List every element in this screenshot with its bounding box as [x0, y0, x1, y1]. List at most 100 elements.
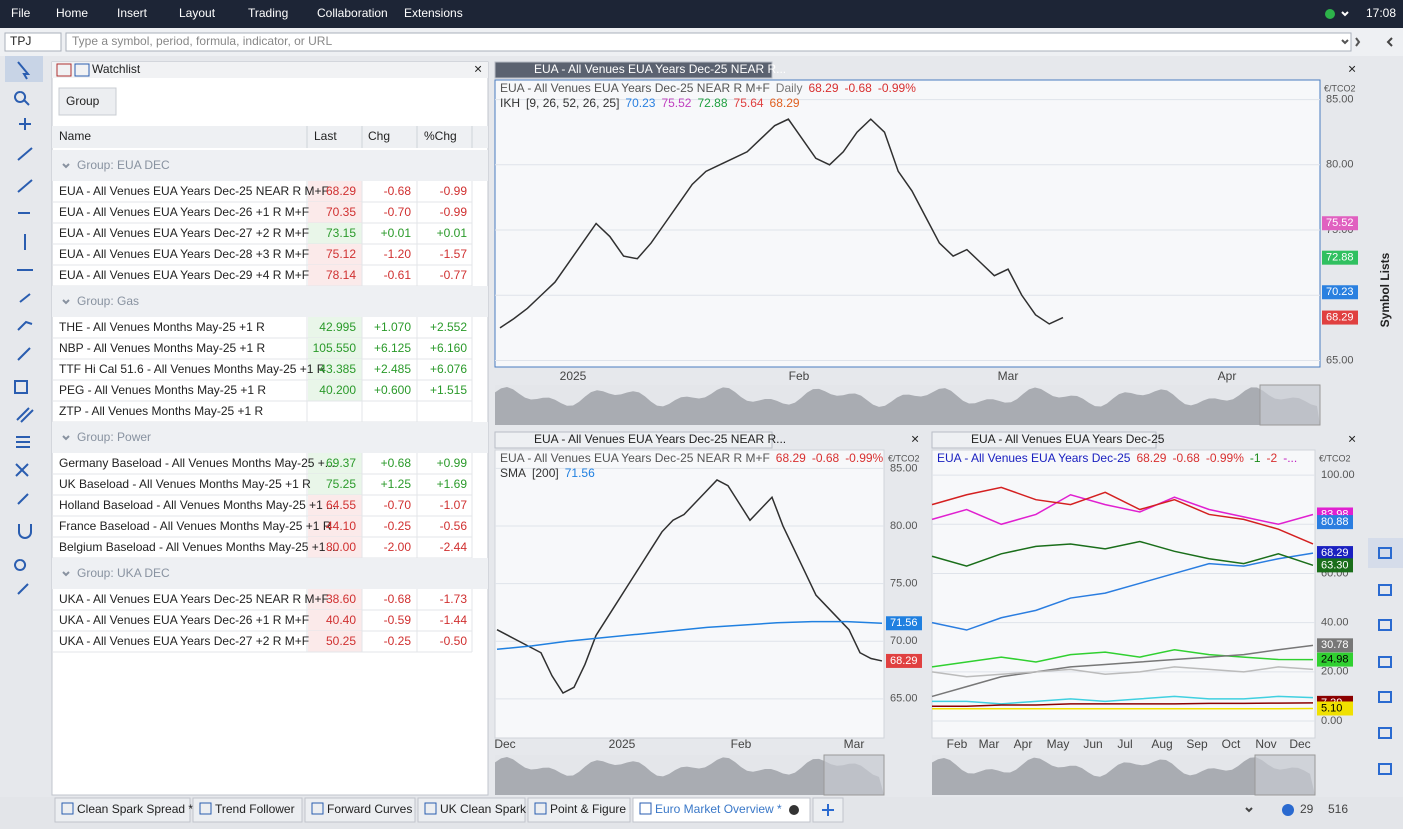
- navigator-window[interactable]: [823, 754, 885, 796]
- row-name[interactable]: Belgium Baseload - All Venues Months May…: [59, 540, 339, 554]
- tab-dropdown[interactable]: [1245, 807, 1253, 813]
- toolbar-icon[interactable]: [17, 179, 33, 193]
- tab-label[interactable]: Point & Figure: [550, 802, 626, 816]
- toolbar-icon[interactable]: [16, 436, 30, 448]
- row-name[interactable]: UKA - All Venues EUA Years Dec-26 +1 R M…: [59, 613, 309, 627]
- row-name[interactable]: NBP - All Venues Months May-25 +1 R: [59, 341, 266, 355]
- menu-item[interactable]: Extensions: [404, 6, 463, 20]
- sidebar-icon[interactable]: [1378, 547, 1392, 559]
- symbol-box[interactable]: [4, 32, 62, 52]
- tab-icon: [639, 802, 652, 815]
- tab-close[interactable]: [789, 805, 799, 815]
- row-name[interactable]: ZTP - All Venues Months May-25 +1 R: [59, 404, 264, 418]
- chart-tab[interactable]: [931, 431, 1157, 449]
- navigator-window[interactable]: [1254, 754, 1316, 796]
- tab[interactable]: [54, 797, 191, 823]
- input-arrow[interactable]: [1355, 37, 1361, 47]
- toolbar-icon[interactable]: [18, 524, 32, 539]
- row-value: -0.68: [384, 184, 412, 198]
- menu-item[interactable]: Insert: [117, 6, 148, 20]
- tab-label[interactable]: Euro Market Overview *: [655, 802, 782, 816]
- sidebar-icon[interactable]: [1378, 619, 1392, 631]
- collapse-button[interactable]: [1386, 37, 1393, 47]
- navigator-window[interactable]: [1259, 384, 1321, 426]
- tab-label[interactable]: Clean Spark Spread *: [77, 802, 193, 816]
- legend-item: EUA - All Venues EUA Years Dec-25 NEAR R…: [500, 81, 770, 95]
- row-name[interactable]: PEG - All Venues Months May-25 +1 R: [59, 383, 266, 397]
- toolbar-icon[interactable]: [17, 61, 31, 80]
- group-caret[interactable]: [62, 299, 70, 305]
- toolbar-icon[interactable]: [14, 380, 28, 394]
- row-name[interactable]: UKA - All Venues EUA Years Dec-27 +2 R M…: [59, 634, 309, 648]
- chart-title[interactable]: EUA - All Venues EUA Years Dec-25 NEAR R…: [534, 62, 786, 76]
- sidebar-icon[interactable]: [1378, 656, 1392, 668]
- column-label[interactable]: Chg: [368, 129, 390, 143]
- group-caret[interactable]: [62, 163, 70, 169]
- toolbar-icon[interactable]: [17, 583, 29, 595]
- add-tab-icon[interactable]: [822, 804, 834, 816]
- toolbar-icon[interactable]: [19, 118, 31, 130]
- group-caret[interactable]: [62, 435, 70, 441]
- tab[interactable]: [527, 797, 631, 823]
- tab-label[interactable]: Forward Curves: [327, 802, 412, 816]
- info-icon[interactable]: [1282, 804, 1294, 816]
- row-name[interactable]: Germany Baseload - All Venues Months May…: [59, 456, 335, 470]
- price-badge: [1317, 652, 1353, 667]
- row-name[interactable]: UKA - All Venues EUA Years Dec-25 NEAR R…: [59, 592, 329, 606]
- x-tick-label: Sep: [1186, 737, 1208, 751]
- row-name[interactable]: Holland Baseload - All Venues Months May…: [59, 498, 336, 512]
- column-label[interactable]: Name: [59, 129, 91, 143]
- row-name[interactable]: EUA - All Venues EUA Years Dec-29 +4 R M…: [59, 268, 309, 282]
- sidebar-icon[interactable]: [1378, 727, 1392, 739]
- sidebar-title[interactable]: Symbol Lists: [1378, 252, 1392, 327]
- menu-item[interactable]: File: [11, 6, 31, 20]
- input-dropdown[interactable]: [1341, 39, 1349, 45]
- menu-item[interactable]: Collaboration: [317, 6, 388, 20]
- sidebar-icon[interactable]: [1378, 584, 1392, 596]
- status-dot: [1325, 9, 1335, 19]
- chart-tab[interactable]: [494, 61, 773, 79]
- menu-item[interactable]: Home: [56, 6, 88, 20]
- row-name[interactable]: EUA - All Venues EUA Years Dec-26 +1 R M…: [59, 205, 309, 219]
- toolbar-icon[interactable]: [17, 493, 29, 505]
- tab-label[interactable]: Trend Follower: [215, 802, 295, 816]
- menu-item[interactable]: Layout: [179, 6, 216, 20]
- row-name[interactable]: UK Baseload - All Venues Months May-25 +…: [59, 477, 311, 491]
- toolbar-icon[interactable]: [14, 559, 27, 571]
- row-name[interactable]: EUA - All Venues EUA Years Dec-27 +2 R M…: [59, 226, 309, 240]
- row-name[interactable]: EUA - All Venues EUA Years Dec-25 NEAR R…: [59, 184, 329, 198]
- group-button[interactable]: [58, 87, 117, 116]
- tab-label[interactable]: UK Clean Spark: [440, 802, 527, 816]
- sidebar-icon[interactable]: [1378, 691, 1392, 703]
- chart-title[interactable]: EUA - All Venues EUA Years Dec-25 NEAR R…: [534, 432, 786, 446]
- row-name[interactable]: France Baseload - All Venues Months May-…: [59, 519, 332, 533]
- toolbar-icon[interactable]: [17, 347, 31, 361]
- chart-tab[interactable]: [494, 431, 773, 449]
- chart-close[interactable]: ×: [1348, 61, 1356, 77]
- toolbar-icon[interactable]: [17, 147, 33, 161]
- chart-close[interactable]: ×: [911, 431, 919, 447]
- price-badge-label: 63.30: [1321, 559, 1349, 571]
- last-cell: [308, 223, 362, 244]
- column-label[interactable]: Last: [314, 129, 337, 143]
- row-name[interactable]: TTF Hi Cal 51.6 - All Venues Months May-…: [59, 362, 326, 376]
- toolbar-icon[interactable]: [16, 407, 34, 423]
- tab[interactable]: [632, 797, 811, 823]
- toolbar-icon[interactable]: [17, 320, 33, 331]
- column-label[interactable]: %Chg: [424, 129, 457, 143]
- row-value: 40.40: [326, 613, 356, 627]
- menu-caret[interactable]: [1341, 11, 1349, 17]
- chart-title[interactable]: EUA - All Venues EUA Years Dec-25: [971, 432, 1165, 446]
- row-value: 42.995: [319, 320, 356, 334]
- toolbar-icon[interactable]: [19, 293, 31, 303]
- toolbar-icon[interactable]: [15, 463, 29, 477]
- toolbar-icon[interactable]: [14, 91, 30, 106]
- panel-close[interactable]: ×: [474, 61, 482, 77]
- sidebar-icon[interactable]: [1378, 763, 1392, 775]
- chart-close[interactable]: ×: [1348, 431, 1356, 447]
- menu-item[interactable]: Trading: [248, 6, 288, 20]
- row-name[interactable]: THE - All Venues Months May-25 +1 R: [59, 320, 265, 334]
- group-caret[interactable]: [62, 571, 70, 577]
- command-input[interactable]: [65, 32, 1352, 52]
- row-name[interactable]: EUA - All Venues EUA Years Dec-28 +3 R M…: [59, 247, 309, 261]
